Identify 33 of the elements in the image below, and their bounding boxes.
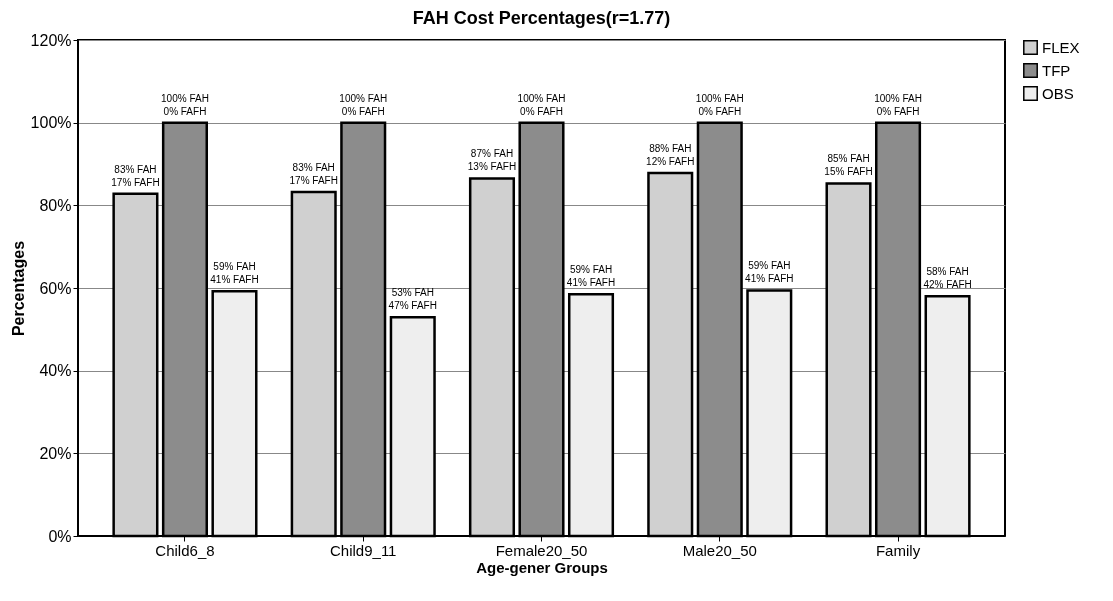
data-label: 59% FAH 41% FAFH [745,260,794,285]
data-label: 87% FAH 13% FAFH [467,148,517,173]
chart-title: FAH Cost Percentages(r=1.77) [412,8,671,28]
data-label: 59% FAH 41% FAFH [210,261,259,286]
x-tick-label: Family [875,541,921,559]
data-label: 58% FAH 42% FAFH [923,266,972,291]
y-axis-title: Percentages [9,240,27,337]
data-label: 59% FAH 41% FAFH [566,264,616,289]
data-label: 83% FAH 17% FAFH [289,162,338,187]
legend-label: FLEX [1042,38,1080,56]
data-label: 100% FAH 0% FAFH [161,92,209,117]
legend-label: TFP [1042,61,1071,79]
y-tick-label: 20% [39,444,72,462]
y-tick-label: 120% [30,31,72,49]
y-tick-label: 100% [30,114,72,132]
y-tick-label: 60% [39,279,72,297]
legend-label: OBS [1042,84,1074,102]
x-tick-label: Female20_50 [495,541,588,559]
data-label: 100% FAH 0% FAFH [874,92,922,117]
x-tick-label: Child6_8 [155,541,215,559]
x-tick-label: Male20_50 [682,541,757,559]
y-tick-label: 40% [39,362,72,380]
y-tick-label: 0% [48,527,72,545]
y-tick-label: 80% [39,196,72,214]
data-label: 85% FAH 15% FAFH [824,153,873,178]
data-label: 53% FAH 47% FAFH [388,287,437,312]
x-axis-title: Age-gener Groups [476,558,608,576]
data-label: 88% FAH 12% FAFH [646,143,695,168]
data-label: 83% FAH 17% FAFH [111,163,160,188]
data-label: 100% FAH 0% FAFH [695,92,744,117]
x-tick-label: Child9_11 [330,541,397,559]
data-label: 100% FAH 0% FAFH [517,92,566,117]
data-label: 100% FAH 0% FAFH [339,92,388,117]
